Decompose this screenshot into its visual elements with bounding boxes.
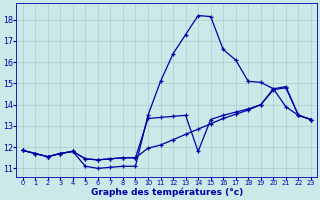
X-axis label: Graphe des températures (°c): Graphe des températures (°c) — [91, 188, 243, 197]
